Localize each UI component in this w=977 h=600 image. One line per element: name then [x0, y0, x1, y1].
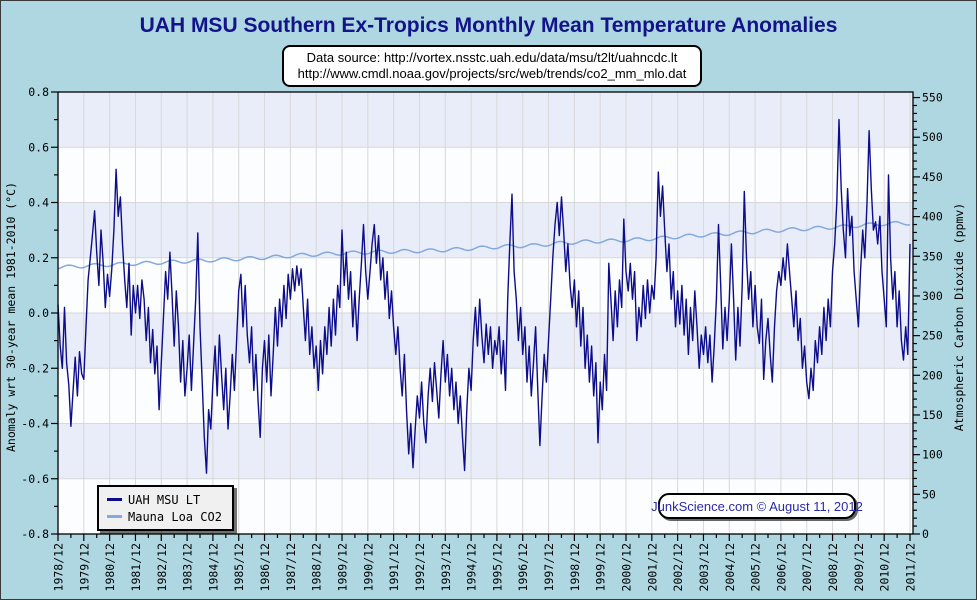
legend-item-uah: UAH MSU LT	[107, 491, 222, 508]
data-source-line-1: Data source: http://vortex.nsstc.uah.edu…	[306, 50, 678, 65]
svg-text:0.4: 0.4	[28, 196, 49, 210]
legend-label-uah: UAH MSU LT	[128, 492, 201, 507]
svg-text:1992/12: 1992/12	[413, 543, 427, 591]
svg-text:1991/12: 1991/12	[387, 543, 401, 591]
data-source-line-2: http://www.cmdl.noaa.gov/projects/src/we…	[297, 66, 687, 81]
svg-text:2010/12: 2010/12	[878, 543, 892, 591]
svg-text:-0.6: -0.6	[21, 472, 49, 486]
svg-text:2003/12: 2003/12	[697, 543, 711, 591]
svg-text:350: 350	[922, 249, 943, 263]
svg-text:500: 500	[922, 130, 943, 144]
svg-text:100: 100	[922, 448, 943, 462]
svg-text:1982/12: 1982/12	[155, 543, 169, 591]
svg-text:1988/12: 1988/12	[310, 543, 324, 591]
svg-text:2001/12: 2001/12	[645, 543, 659, 591]
data-source-box: Data source: http://vortex.nsstc.uah.edu…	[282, 45, 702, 87]
svg-text:450: 450	[922, 170, 943, 184]
svg-text:2006/12: 2006/12	[774, 543, 788, 591]
svg-text:2004/12: 2004/12	[723, 543, 737, 591]
svg-text:Anomaly wrt 30-year mean 1981-: Anomaly wrt 30-year mean 1981-2010 (°C)	[4, 182, 18, 452]
svg-text:1999/12: 1999/12	[594, 543, 608, 591]
svg-text:Atmospheric Carbon Dioxide (pp: Atmospheric Carbon Dioxide (ppmv)	[952, 203, 966, 431]
svg-text:1990/12: 1990/12	[361, 543, 375, 591]
svg-text:0.2: 0.2	[28, 251, 49, 265]
svg-text:1980/12: 1980/12	[103, 543, 117, 591]
svg-text:1987/12: 1987/12	[284, 543, 298, 591]
chart-title: UAH MSU Southern Ex-Tropics Monthly Mean…	[139, 14, 838, 37]
svg-text:2008/12: 2008/12	[826, 543, 840, 591]
svg-text:1985/12: 1985/12	[232, 543, 246, 591]
svg-text:1989/12: 1989/12	[336, 543, 350, 591]
svg-text:0.8: 0.8	[28, 85, 49, 99]
svg-text:1986/12: 1986/12	[258, 543, 272, 591]
svg-text:1978/12: 1978/12	[52, 543, 66, 591]
svg-text:150: 150	[922, 408, 943, 422]
svg-text:1984/12: 1984/12	[206, 543, 220, 591]
svg-text:2002/12: 2002/12	[671, 543, 685, 591]
legend: UAH MSU LT Mauna Loa CO2	[97, 485, 234, 531]
svg-text:-0.4: -0.4	[21, 417, 49, 431]
svg-text:2007/12: 2007/12	[800, 543, 814, 591]
svg-text:1997/12: 1997/12	[542, 543, 556, 591]
svg-text:200: 200	[922, 368, 943, 382]
svg-text:300: 300	[922, 289, 943, 303]
legend-label-co2: Mauna Loa CO2	[128, 509, 222, 524]
svg-text:2011/12: 2011/12	[904, 543, 918, 591]
svg-text:0: 0	[922, 527, 929, 541]
svg-text:2000/12: 2000/12	[620, 543, 634, 591]
svg-text:-0.2: -0.2	[21, 361, 49, 375]
svg-text:0.0: 0.0	[28, 306, 49, 320]
svg-text:1998/12: 1998/12	[568, 543, 582, 591]
svg-text:1995/12: 1995/12	[490, 543, 504, 591]
svg-text:1996/12: 1996/12	[516, 543, 530, 591]
svg-text:0.6: 0.6	[28, 140, 49, 154]
svg-text:1983/12: 1983/12	[181, 543, 195, 591]
uah-line-swatch	[107, 498, 122, 501]
legend-item-co2: Mauna Loa CO2	[107, 508, 222, 525]
svg-text:1981/12: 1981/12	[129, 543, 143, 591]
svg-text:1993/12: 1993/12	[439, 543, 453, 591]
attribution-box: JunkScience.com © August 11, 2012	[651, 493, 863, 519]
svg-text:50: 50	[922, 487, 936, 501]
svg-text:-0.8: -0.8	[21, 527, 49, 541]
svg-text:400: 400	[922, 210, 943, 224]
svg-text:250: 250	[922, 329, 943, 343]
svg-text:2005/12: 2005/12	[749, 543, 763, 591]
svg-text:1979/12: 1979/12	[77, 543, 91, 591]
svg-text:550: 550	[922, 91, 943, 105]
svg-text:1994/12: 1994/12	[465, 543, 479, 591]
svg-text:2009/12: 2009/12	[852, 543, 866, 591]
co2-line-swatch	[107, 515, 122, 518]
attribution-text: JunkScience.com © August 11, 2012	[651, 498, 863, 514]
